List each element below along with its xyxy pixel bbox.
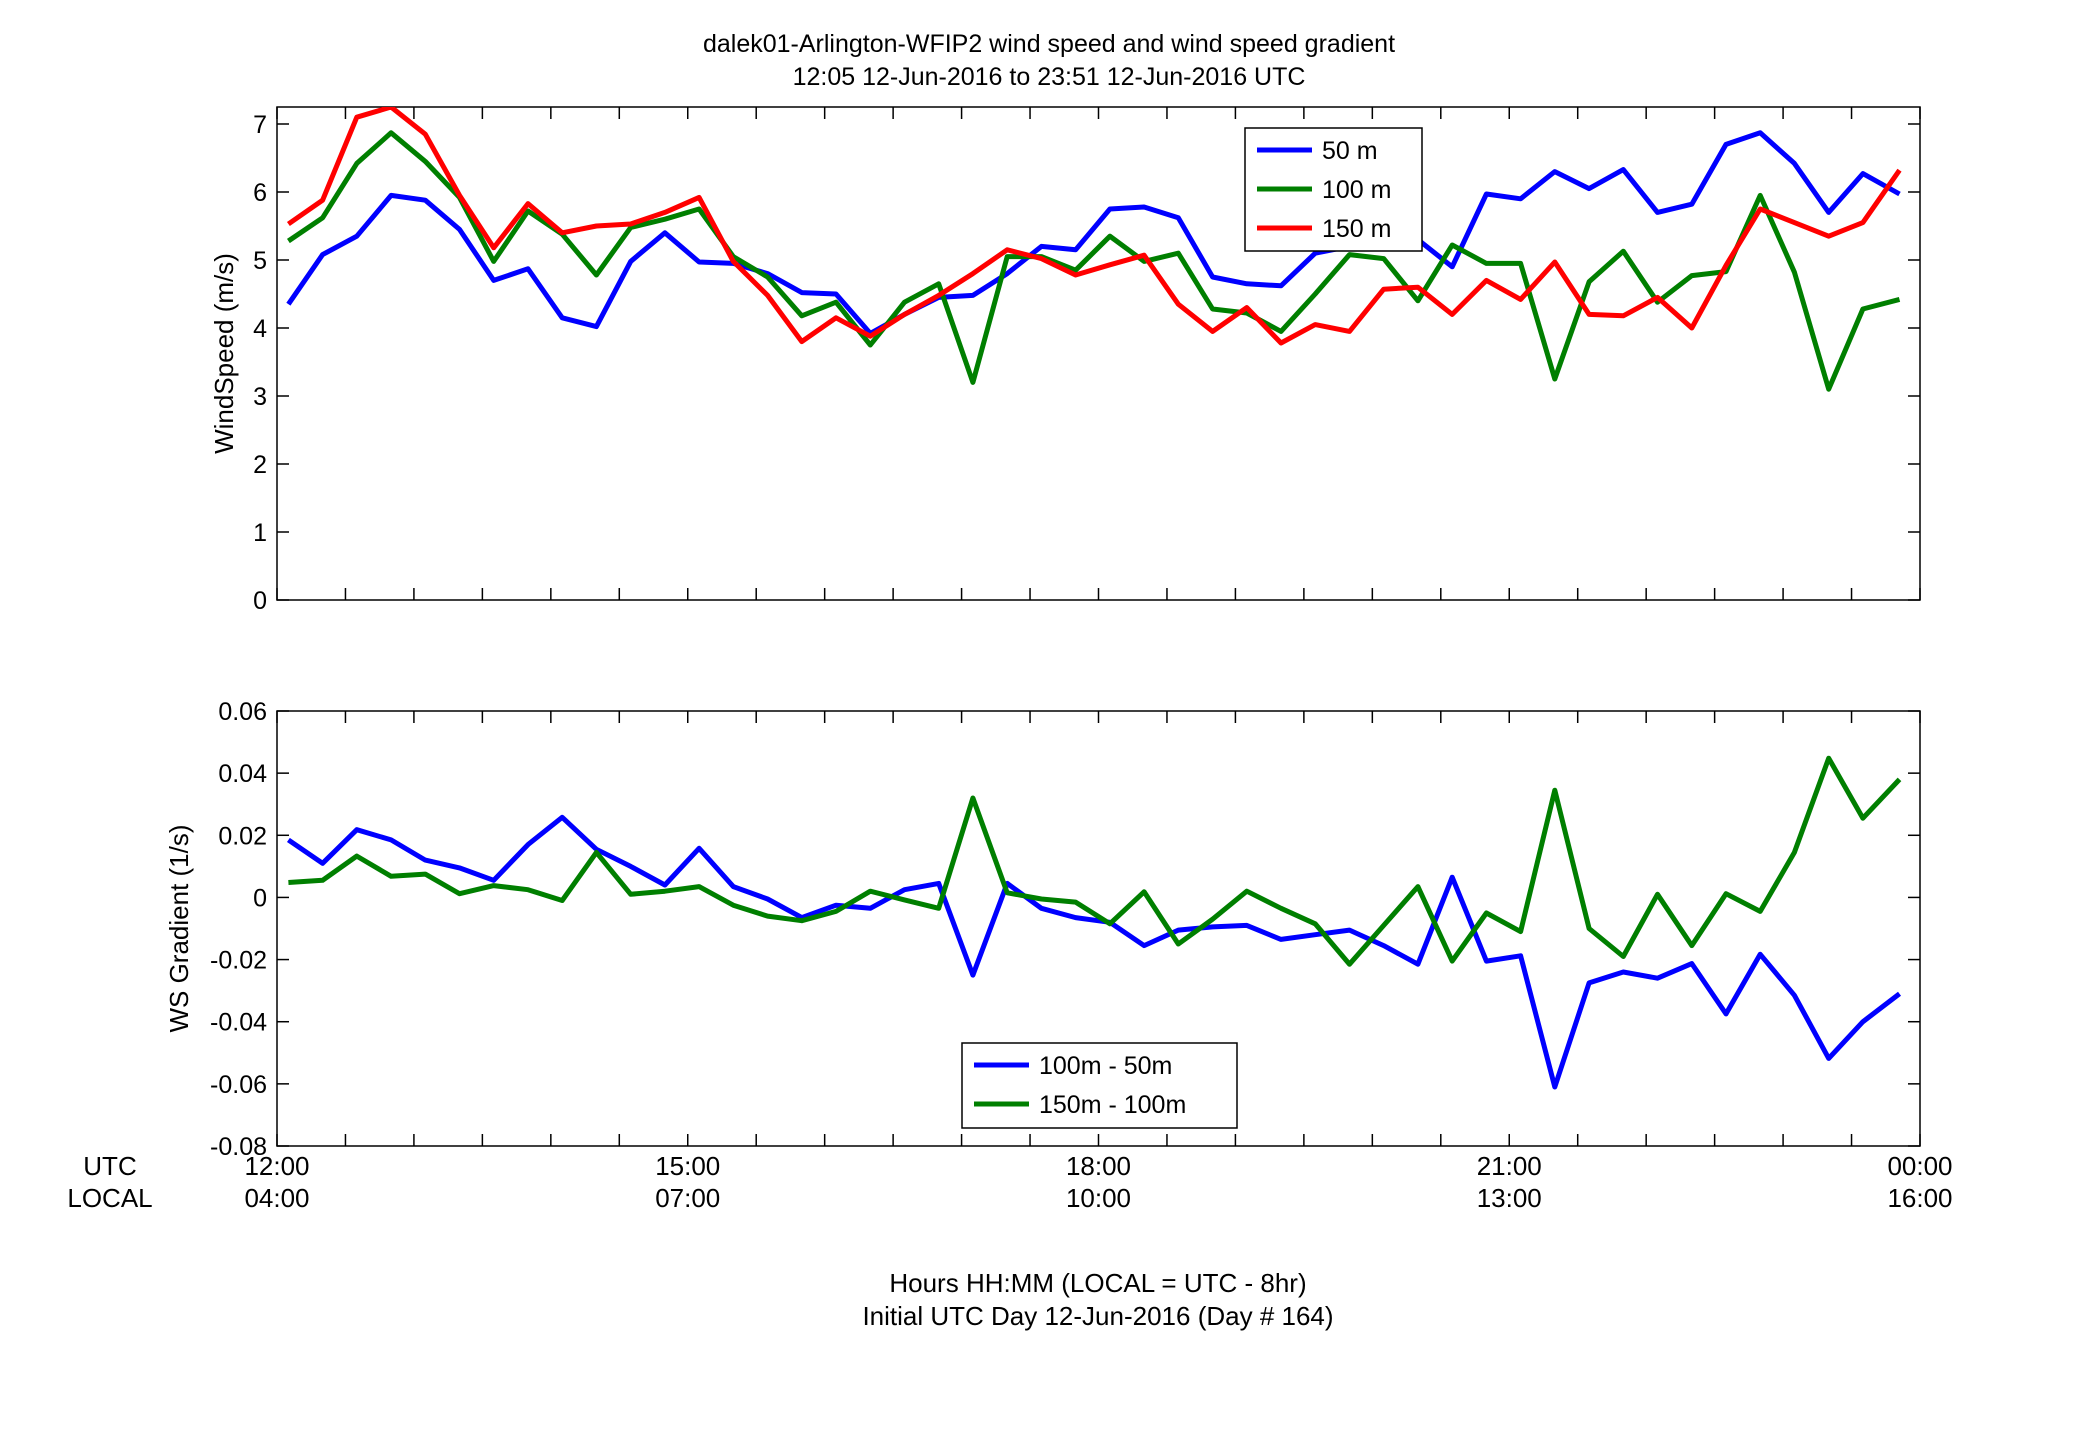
legend: 100m - 50m 150m - 100m	[961, 1042, 1238, 1129]
y-axis-label: WindSpeed (m/s)	[209, 253, 239, 454]
y-tick-label: 0	[253, 884, 267, 912]
x-tick-label-local: 13:00	[1477, 1183, 1542, 1213]
y-tick-label: 1	[253, 519, 267, 547]
y-axis-label: WS Gradient (1/s)	[164, 824, 194, 1032]
legend-label: 150 m	[1322, 215, 1391, 243]
legend-label: 50 m	[1322, 137, 1378, 165]
x-tick-label-local: 07:00	[655, 1183, 720, 1213]
x-tick-label-utc: 21:00	[1477, 1151, 1542, 1181]
legend: 50 m 100 m 150 m	[1244, 127, 1423, 252]
legend-label: 150m - 100m	[1039, 1091, 1186, 1119]
x-axis-label-line2: Initial UTC Day 12-Jun-2016 (Day # 164)	[862, 1301, 1333, 1331]
y-tick-label: 5	[253, 247, 267, 275]
utc-row-label: UTC	[83, 1151, 136, 1181]
legend-label: 100m - 50m	[1039, 1052, 1172, 1080]
y-tick-label: 0.06	[218, 698, 267, 726]
legend-label: 100 m	[1322, 176, 1391, 204]
x-tick-label-utc: 15:00	[655, 1151, 720, 1181]
x-tick-label-local: 10:00	[1066, 1183, 1131, 1213]
x-tick-label-local: 16:00	[1887, 1183, 1952, 1213]
legend-box	[961, 1042, 1238, 1129]
figure-title-line2: 12:05 12-Jun-2016 to 23:51 12-Jun-2016 U…	[793, 63, 1306, 91]
y-tick-label: 0.04	[218, 760, 267, 788]
gradient-panel: -0.08 -0.06 -0.04 -0.02 0 0.02 0.04 0.06 WS Grad…	[164, 698, 1921, 1161]
x-tick-label-utc: 00:00	[1887, 1151, 1952, 1181]
y-tick-label: -0.02	[210, 947, 267, 975]
figure-title-line1: dalek01-Arlington-WFIP2 wind speed and w…	[703, 30, 1395, 58]
y-tick-label: 7	[253, 111, 267, 139]
y-tick-label: 2	[253, 451, 267, 479]
y-tick-label: 4	[253, 315, 267, 343]
y-tick-label: -0.06	[210, 1071, 267, 1099]
y-tick-label: 3	[253, 383, 267, 411]
series-line-50m	[286, 130, 1901, 336]
x-axis-label-line1: Hours HH:MM (LOCAL = UTC - 8hr)	[889, 1268, 1306, 1298]
y-tick-label: 6	[253, 179, 267, 207]
y-tick-label: -0.04	[210, 1009, 267, 1037]
y-tick-label: -0.08	[210, 1133, 267, 1161]
y-tick-label: 0	[253, 587, 267, 615]
plot-frame	[276, 106, 1921, 601]
series-line-150m	[286, 107, 1902, 346]
y-tick-label: 0.02	[218, 822, 267, 850]
x-tick-label-utc: 12:00	[244, 1151, 309, 1181]
local-row-label: LOCAL	[67, 1183, 152, 1213]
series-line-150m-100m	[288, 755, 1902, 967]
x-tick-label-utc: 18:00	[1066, 1151, 1131, 1181]
x-tick-label-local: 04:00	[244, 1183, 309, 1213]
series-line-100m-50m	[286, 814, 1902, 1090]
series-line-100m	[286, 130, 1901, 392]
